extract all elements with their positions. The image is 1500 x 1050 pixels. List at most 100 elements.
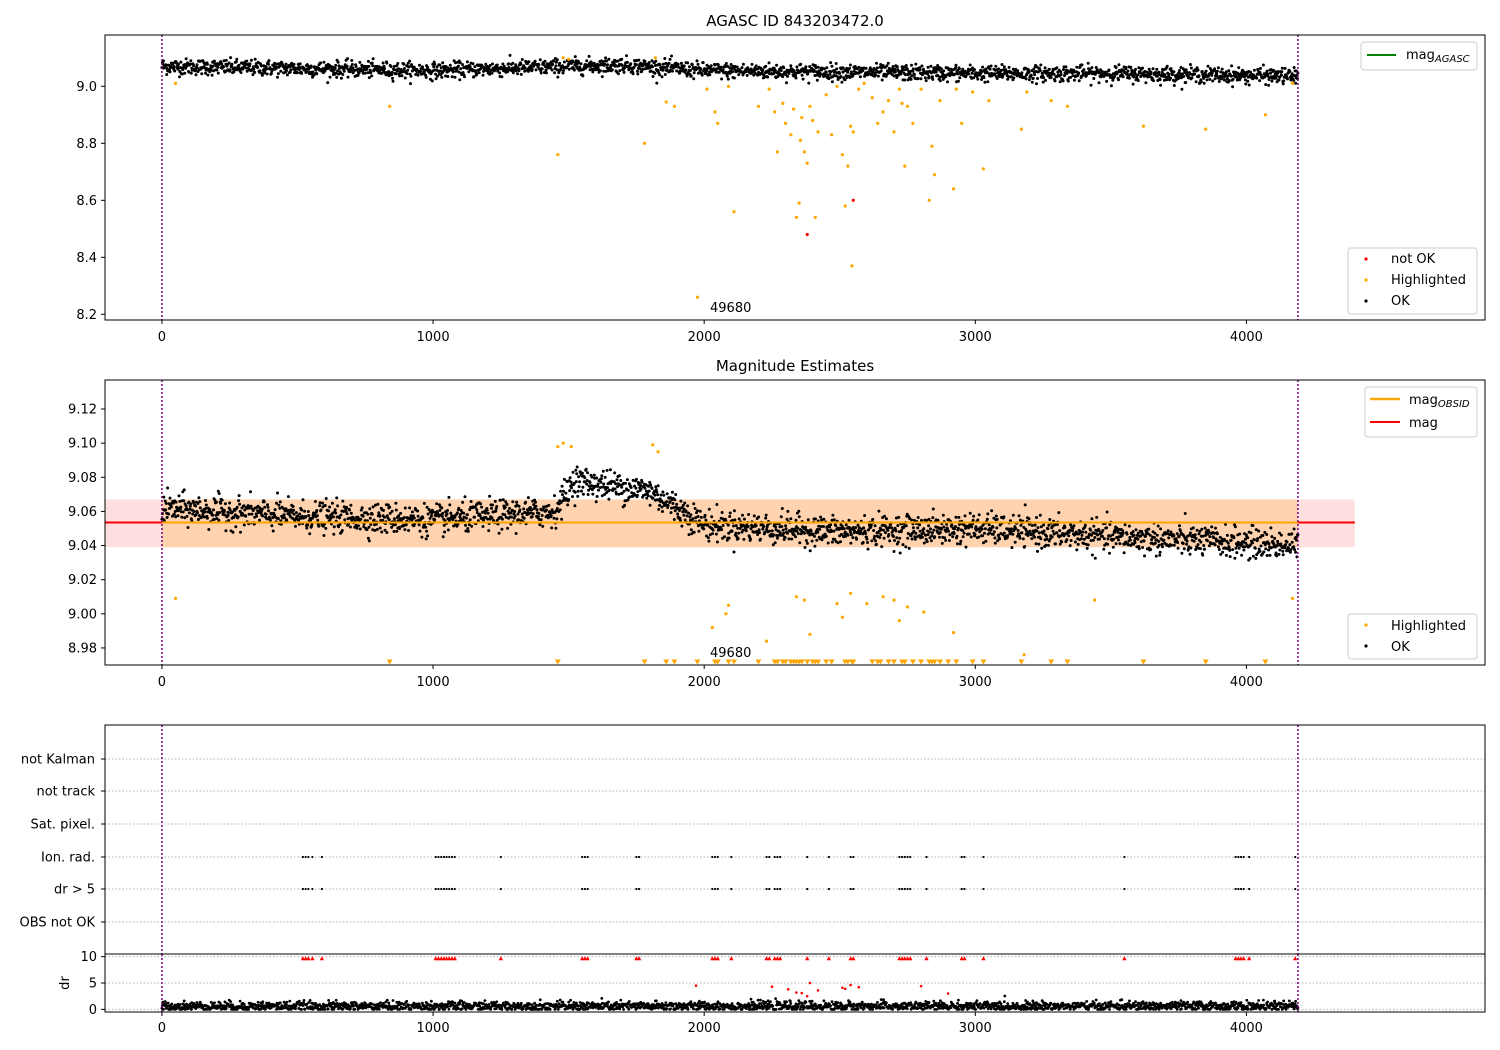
ok-point bbox=[179, 505, 183, 509]
ok-point bbox=[781, 75, 785, 79]
ok-point bbox=[892, 550, 896, 553]
ok-point bbox=[277, 503, 281, 507]
highlighted-point bbox=[971, 90, 975, 94]
ok-point bbox=[1080, 537, 1083, 541]
ok-point bbox=[1258, 549, 1262, 553]
ok-point bbox=[1193, 72, 1197, 76]
ok-point bbox=[848, 63, 852, 67]
ok-point bbox=[508, 506, 511, 510]
ok-point bbox=[914, 62, 918, 66]
ok-point bbox=[851, 72, 855, 76]
ok-point bbox=[745, 73, 749, 77]
ok-point bbox=[501, 62, 505, 66]
ok-point bbox=[549, 514, 553, 518]
ok-point bbox=[473, 515, 476, 519]
ok-point bbox=[918, 523, 922, 527]
ok-point bbox=[804, 539, 808, 543]
ok-point bbox=[1130, 70, 1134, 74]
ok-point bbox=[1255, 76, 1259, 80]
ok-point bbox=[1114, 66, 1118, 69]
ok-point bbox=[1089, 528, 1092, 532]
ok-point bbox=[620, 64, 624, 67]
ok-point bbox=[856, 523, 860, 527]
ok-point bbox=[168, 496, 172, 500]
ok-point bbox=[537, 63, 541, 67]
ok-point bbox=[974, 525, 978, 529]
ok-point bbox=[665, 68, 669, 72]
ok-point bbox=[180, 515, 184, 519]
ok-point bbox=[267, 62, 270, 66]
ok-point bbox=[574, 480, 578, 484]
ok-point bbox=[526, 496, 530, 500]
ok-point bbox=[441, 511, 445, 515]
ok-point bbox=[555, 58, 559, 62]
ok-point bbox=[1036, 526, 1040, 530]
ok-point bbox=[1035, 82, 1038, 86]
ok-point bbox=[1090, 517, 1094, 521]
y-tick-label: 8.6 bbox=[76, 194, 97, 209]
ok-point bbox=[377, 65, 381, 69]
ok-point bbox=[256, 66, 260, 69]
ok-point bbox=[511, 500, 515, 504]
ok-point bbox=[897, 515, 901, 519]
highlighted-point bbox=[781, 101, 785, 105]
y-tick-label: 8.8 bbox=[76, 137, 97, 152]
ok-point bbox=[599, 480, 603, 484]
ok-point bbox=[217, 492, 221, 495]
ok-point bbox=[251, 73, 255, 77]
ok-point bbox=[986, 512, 990, 516]
ok-point bbox=[1062, 68, 1065, 71]
ok-point bbox=[328, 505, 332, 509]
highlighted-point bbox=[651, 443, 655, 447]
ok-point bbox=[958, 542, 962, 546]
ok-point bbox=[1011, 532, 1015, 536]
ok-point bbox=[1137, 66, 1141, 70]
ok-point bbox=[1063, 525, 1067, 529]
ok-point bbox=[544, 71, 548, 75]
ok-point bbox=[463, 495, 467, 499]
ok-point bbox=[1084, 530, 1088, 534]
ok-point bbox=[223, 502, 227, 506]
ok-point bbox=[370, 61, 374, 65]
highlighted-point bbox=[905, 605, 910, 609]
ok-point bbox=[839, 75, 843, 78]
ok-point bbox=[925, 540, 929, 544]
ok-point bbox=[189, 71, 193, 75]
panel-agasc-legend-lines: magAGASC bbox=[1360, 41, 1478, 71]
ok-point bbox=[684, 509, 688, 513]
ok-point bbox=[573, 490, 577, 494]
ok-point bbox=[1199, 80, 1203, 84]
ok-point bbox=[1129, 65, 1133, 69]
ok-point bbox=[982, 76, 986, 80]
ok-point bbox=[926, 533, 930, 537]
ok-point bbox=[810, 539, 814, 543]
ok-point bbox=[804, 525, 807, 529]
ok-point bbox=[803, 546, 807, 549]
ok-point bbox=[947, 529, 950, 533]
ok-point bbox=[506, 526, 510, 530]
ok-point bbox=[1264, 547, 1268, 551]
ok-point bbox=[378, 514, 382, 518]
ok-point bbox=[789, 64, 793, 68]
ok-point bbox=[1167, 72, 1171, 76]
ok-point bbox=[764, 516, 768, 520]
ok-point bbox=[192, 501, 196, 505]
ok-point bbox=[219, 501, 223, 505]
ok-point bbox=[741, 513, 744, 517]
ok-point bbox=[661, 490, 665, 494]
ok-point bbox=[1246, 79, 1250, 83]
ok-point bbox=[870, 539, 874, 543]
ok-point bbox=[635, 69, 639, 73]
ok-point bbox=[987, 65, 991, 69]
ok-point bbox=[212, 508, 215, 512]
ok-point bbox=[993, 541, 997, 545]
ok-point bbox=[198, 500, 202, 504]
ok-point bbox=[211, 64, 215, 68]
highlighted-point bbox=[938, 99, 942, 103]
ok-point bbox=[979, 68, 983, 72]
ok-point bbox=[187, 511, 191, 515]
ok-point bbox=[1264, 83, 1268, 87]
ok-point bbox=[1033, 73, 1037, 77]
ok-point bbox=[805, 541, 809, 545]
ok-point bbox=[220, 498, 224, 502]
